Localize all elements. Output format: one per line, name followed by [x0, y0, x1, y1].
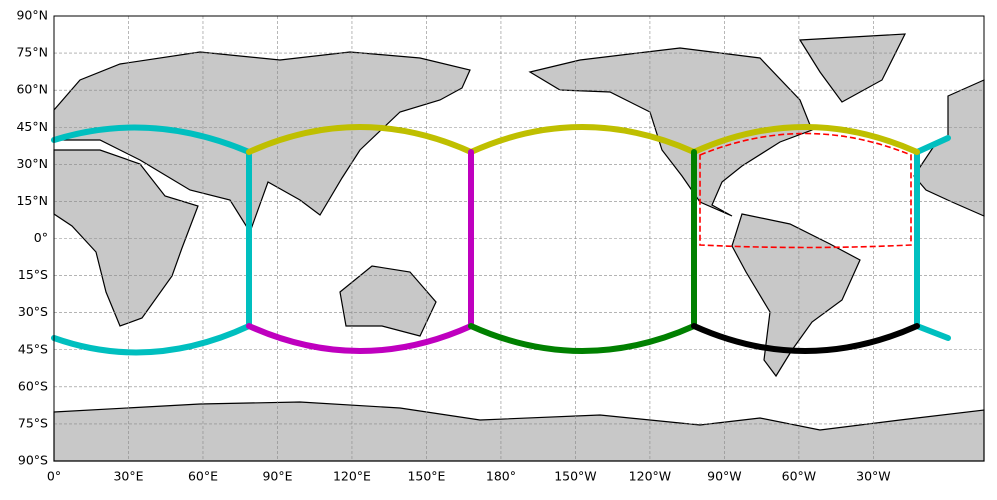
x-tick-label: 150°E	[407, 469, 445, 484]
africa	[53, 149, 199, 327]
x-tick-label: 90°E	[262, 469, 292, 484]
y-tick-label: 45°S	[18, 341, 48, 356]
x-tick-label: 90°W	[707, 469, 742, 484]
x-tick-label: 0°	[47, 469, 61, 484]
x-tick-label: 30°W	[856, 469, 891, 484]
x-tick-label: 120°E	[333, 469, 371, 484]
antarctica	[53, 401, 985, 462]
y-tick-label: 75°N	[16, 45, 48, 60]
y-tick-label: 90°S	[18, 453, 48, 468]
region-border	[51, 124, 252, 356]
y-tick-label: 60°S	[18, 378, 48, 393]
y-tick-label: 60°N	[16, 82, 48, 97]
x-tick-label: 180°	[486, 469, 516, 484]
eurasia	[53, 51, 471, 234]
region-border	[468, 149, 697, 354]
y-tick-label: 45°N	[16, 119, 48, 134]
greenland	[798, 33, 906, 103]
y-tick-label: 15°N	[16, 193, 48, 208]
region-border	[246, 124, 920, 156]
frame	[53, 15, 985, 462]
x-tick-label: 60°W	[782, 469, 817, 484]
y-tick-label: 15°S	[18, 267, 48, 282]
x-tick-label: 120°W	[629, 469, 671, 484]
australia	[339, 265, 437, 337]
x-tick-label: 150°W	[554, 469, 596, 484]
y-tick-label: 75°S	[18, 415, 48, 430]
region-border	[691, 323, 920, 354]
target-box	[699, 132, 912, 249]
y-tick-label: 90°N	[16, 8, 48, 23]
x-tick-label: 60°E	[188, 469, 218, 484]
region-border	[914, 135, 951, 341]
region-border	[246, 149, 474, 354]
y-tick-label: 30°N	[16, 156, 48, 171]
x-tick-label: 30°E	[113, 469, 143, 484]
regions	[51, 124, 951, 356]
y-tick-label: 0°	[34, 230, 48, 245]
y-tick-label: 30°S	[18, 304, 48, 319]
